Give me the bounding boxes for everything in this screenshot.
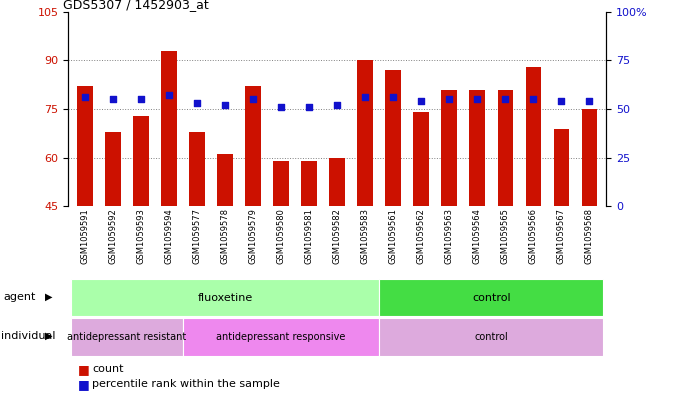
Bar <box>273 161 289 206</box>
Point <box>556 98 567 105</box>
Text: GSM1059577: GSM1059577 <box>193 208 202 264</box>
Bar <box>330 158 345 206</box>
Text: GSM1059591: GSM1059591 <box>80 208 89 264</box>
Point <box>191 100 202 107</box>
Point <box>444 96 455 103</box>
Point <box>163 92 174 99</box>
Bar <box>183 318 379 356</box>
Text: GSM1059593: GSM1059593 <box>136 208 146 264</box>
Bar <box>189 132 205 206</box>
Text: GSM1059579: GSM1059579 <box>249 208 257 264</box>
Text: control: control <box>475 332 508 342</box>
Point <box>276 104 287 110</box>
Bar <box>413 112 429 206</box>
Text: GSM1059594: GSM1059594 <box>165 208 174 264</box>
Text: GSM1059562: GSM1059562 <box>417 208 426 264</box>
Text: GSM1059578: GSM1059578 <box>221 208 229 264</box>
Text: count: count <box>92 364 123 375</box>
Bar <box>554 129 569 206</box>
Point <box>528 96 539 103</box>
Text: individual: individual <box>1 331 55 341</box>
Point <box>108 96 118 103</box>
Bar <box>71 279 379 316</box>
Bar <box>106 132 121 206</box>
Text: ▶: ▶ <box>45 292 53 302</box>
Text: fluoxetine: fluoxetine <box>197 293 253 303</box>
Bar <box>245 86 261 206</box>
Bar <box>217 154 233 206</box>
Bar <box>379 318 603 356</box>
Point <box>80 94 91 101</box>
Bar <box>385 70 401 206</box>
Text: GSM1059580: GSM1059580 <box>276 208 285 264</box>
Text: agent: agent <box>3 292 36 302</box>
Text: GSM1059565: GSM1059565 <box>501 208 509 264</box>
Bar <box>526 67 541 206</box>
Bar <box>161 51 176 206</box>
Point <box>136 96 146 103</box>
Text: ■: ■ <box>78 363 90 376</box>
Text: ▶: ▶ <box>45 331 53 341</box>
Text: GSM1059582: GSM1059582 <box>332 208 342 264</box>
Point <box>584 98 595 105</box>
Point <box>248 96 259 103</box>
Text: GSM1059566: GSM1059566 <box>528 208 538 264</box>
Bar <box>77 86 93 206</box>
Point <box>415 98 426 105</box>
Text: GSM1059561: GSM1059561 <box>389 208 398 264</box>
Point <box>332 102 343 108</box>
Text: ■: ■ <box>78 378 90 391</box>
Bar <box>358 61 373 206</box>
Bar <box>71 318 183 356</box>
Text: GSM1059563: GSM1059563 <box>445 208 454 264</box>
Bar <box>498 90 513 206</box>
Point <box>304 104 315 110</box>
Point <box>219 102 230 108</box>
Text: antidepressant resistant: antidepressant resistant <box>67 332 187 342</box>
Point <box>500 96 511 103</box>
Bar <box>133 116 148 206</box>
Bar <box>302 161 317 206</box>
Text: GSM1059564: GSM1059564 <box>473 208 481 264</box>
Point <box>387 94 398 101</box>
Bar <box>441 90 457 206</box>
Text: percentile rank within the sample: percentile rank within the sample <box>92 379 280 389</box>
Text: GSM1059568: GSM1059568 <box>585 208 594 264</box>
Text: control: control <box>472 293 511 303</box>
Text: GSM1059567: GSM1059567 <box>557 208 566 264</box>
Text: GSM1059592: GSM1059592 <box>108 208 117 264</box>
Point <box>360 94 370 101</box>
Bar <box>582 109 597 206</box>
Point <box>472 96 483 103</box>
Text: antidepressant responsive: antidepressant responsive <box>217 332 346 342</box>
Bar <box>379 279 603 316</box>
Text: GSM1059583: GSM1059583 <box>361 208 370 264</box>
Text: GDS5307 / 1452903_at: GDS5307 / 1452903_at <box>63 0 208 11</box>
Text: GSM1059581: GSM1059581 <box>304 208 313 264</box>
Bar <box>469 90 485 206</box>
